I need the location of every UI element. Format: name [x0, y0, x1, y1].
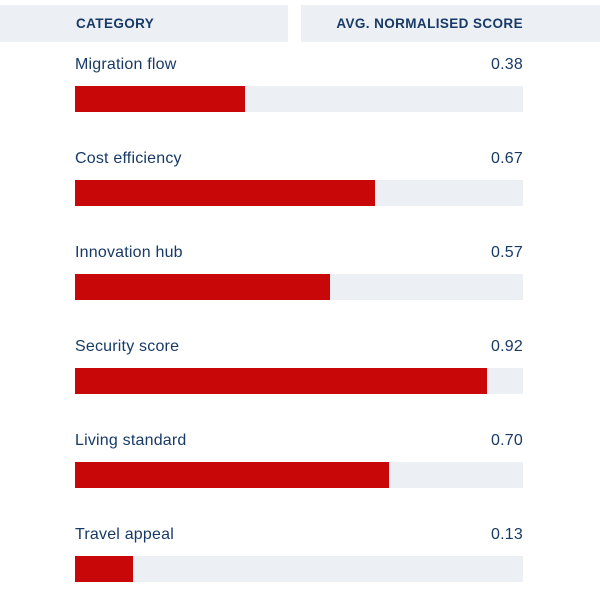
column-header-score-label: AVG. NORMALISED SCORE — [336, 16, 523, 31]
score-value: 0.13 — [491, 526, 523, 543]
row-head: Living standard 0.70 — [75, 418, 523, 450]
row-head: Travel appeal 0.13 — [75, 512, 523, 544]
bar-fill — [75, 86, 246, 112]
category-label: Living standard — [75, 432, 187, 449]
bar-track — [75, 274, 523, 300]
bar-track — [75, 180, 523, 206]
bar-fill — [75, 180, 376, 206]
bar-fill — [75, 462, 389, 488]
score-value: 0.92 — [491, 338, 523, 355]
header-gap — [288, 5, 301, 42]
category-label: Migration flow — [75, 56, 177, 73]
score-value: 0.70 — [491, 432, 523, 449]
column-header-score: AVG. NORMALISED SCORE — [301, 5, 600, 42]
chart-rows: Migration flow 0.38 Cost efficiency 0.67… — [0, 42, 600, 600]
table-row: Migration flow 0.38 — [75, 42, 523, 136]
table-row: Travel appeal 0.13 — [75, 512, 523, 600]
category-label: Cost efficiency — [75, 150, 182, 167]
bar-track — [75, 86, 523, 112]
score-value: 0.67 — [491, 150, 523, 167]
bar-track — [75, 462, 523, 488]
score-value: 0.57 — [491, 244, 523, 261]
table-row: Living standard 0.70 — [75, 418, 523, 512]
table-row: Cost efficiency 0.67 — [75, 136, 523, 230]
table-row: Security score 0.92 — [75, 324, 523, 418]
column-header-category: CATEGORY — [0, 5, 288, 42]
row-head: Migration flow 0.38 — [75, 42, 523, 74]
category-label: Travel appeal — [75, 526, 174, 543]
table-row: Innovation hub 0.57 — [75, 230, 523, 324]
row-head: Innovation hub 0.57 — [75, 230, 523, 262]
row-head: Security score 0.92 — [75, 324, 523, 356]
row-head: Cost efficiency 0.67 — [75, 136, 523, 168]
bar-track — [75, 556, 523, 582]
score-value: 0.38 — [491, 56, 523, 73]
table-header: CATEGORY AVG. NORMALISED SCORE — [0, 5, 600, 42]
bar-fill — [75, 274, 331, 300]
bar-track — [75, 368, 523, 394]
bar-fill — [75, 556, 134, 582]
column-header-category-label: CATEGORY — [76, 16, 155, 31]
category-label: Innovation hub — [75, 244, 183, 261]
category-label: Security score — [75, 338, 180, 355]
bar-fill — [75, 368, 488, 394]
